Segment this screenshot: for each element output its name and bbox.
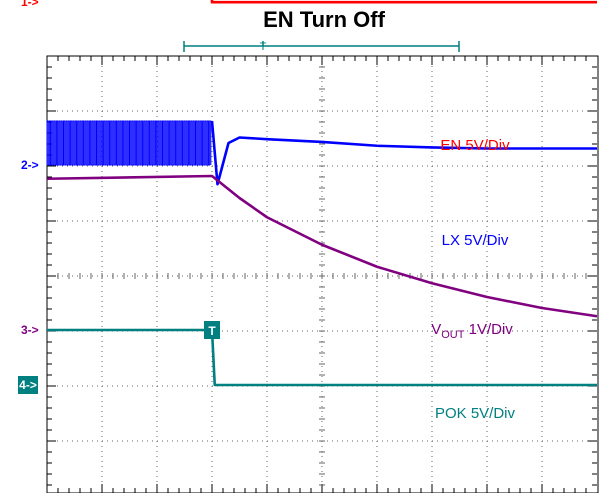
waveform-traces bbox=[46, 0, 598, 387]
channel-2-marker: 2-> bbox=[21, 158, 39, 172]
channel-3-marker: 3-> bbox=[21, 323, 39, 337]
channel-1-marker: 1-> bbox=[21, 0, 39, 9]
channel-markers: 1-> 2-> 3-> 4-> T bbox=[18, 0, 220, 394]
channel-4-marker-box bbox=[18, 376, 38, 394]
en-5v-div-trace bbox=[210, 0, 597, 4]
vout-label: VOUT 1V/Div bbox=[431, 321, 513, 341]
pok-5v-div-trace bbox=[47, 328, 597, 387]
trigger-marker: T bbox=[208, 324, 216, 338]
en-5v-div-label: EN 5V/Div bbox=[440, 137, 510, 154]
lx-5v-div-label: LX 5V/Div bbox=[442, 232, 509, 249]
channel-4-marker: 4-> bbox=[19, 378, 37, 392]
pok-5v-div-label: POK 5V/Div bbox=[435, 405, 516, 422]
lx-5v-div-switching-burst bbox=[46, 120, 212, 166]
trigger-box bbox=[204, 321, 220, 339]
chart-title: EN Turn Off bbox=[263, 7, 385, 32]
acquisition-window-bracket bbox=[183, 41, 460, 52]
lx-5v-div-trace bbox=[210, 120, 597, 186]
vout-1v-div-trace bbox=[46, 174, 598, 318]
trigger-position-marker: T bbox=[260, 41, 267, 53]
trace-labels: EN 5V/Div LX 5V/Div VOUT 1V/Div POK 5V/Div bbox=[431, 137, 515, 422]
